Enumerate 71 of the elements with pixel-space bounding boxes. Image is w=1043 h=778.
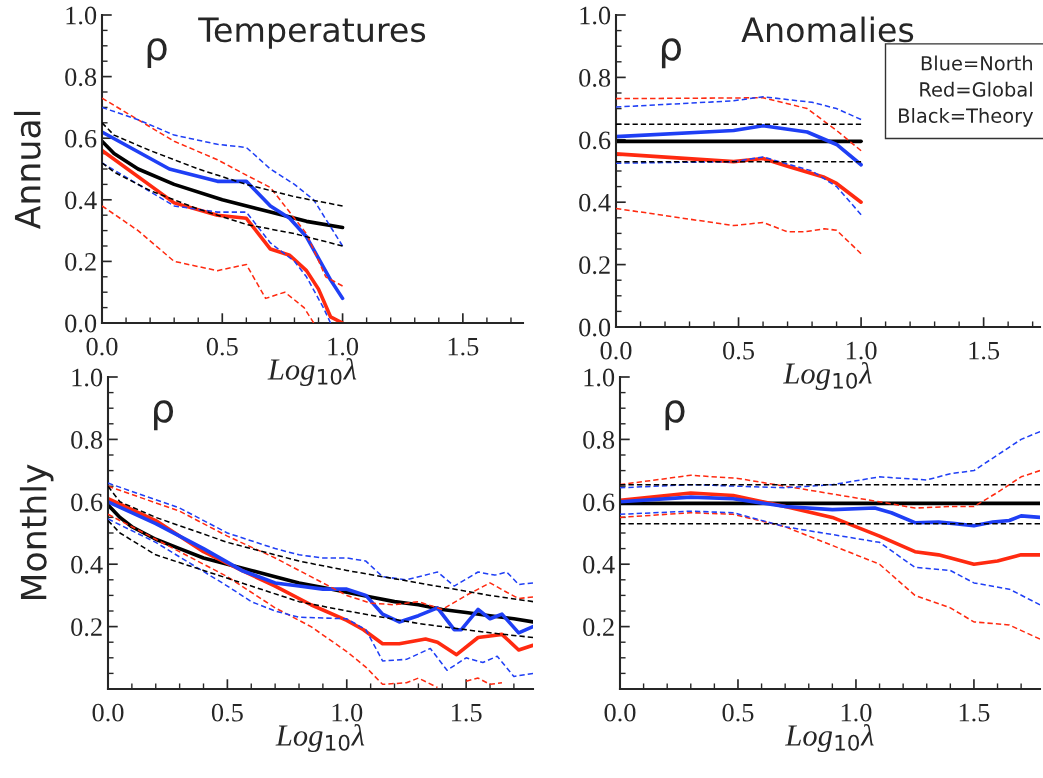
x-axis-title: Log$_{10}$λ bbox=[783, 362, 872, 391]
line-series bbox=[616, 96, 862, 152]
x-tick-label: 1.0 bbox=[841, 703, 872, 722]
x-tick-label: 0.5 bbox=[211, 703, 243, 722]
y-tick-label: 0.8 bbox=[579, 69, 611, 87]
line-series bbox=[616, 207, 862, 255]
y-tick-label: 0.8 bbox=[71, 431, 103, 449]
line-series bbox=[108, 482, 533, 587]
y-tick-label: 1.0 bbox=[584, 368, 615, 387]
x-tick-label: 1.0 bbox=[332, 703, 363, 722]
line-series bbox=[102, 205, 315, 323]
y-tick-label: 0.4 bbox=[579, 193, 611, 212]
annotation: ρ bbox=[147, 38, 167, 69]
line-series bbox=[620, 511, 1040, 640]
x-tick-label: 0.5 bbox=[722, 703, 754, 722]
line-series bbox=[102, 139, 345, 230]
line-series bbox=[616, 152, 863, 205]
x-axis-title: Log$_{10}$λ bbox=[275, 724, 365, 753]
y-tick-label: 0.8 bbox=[583, 431, 615, 449]
y-tick-label: 0.6 bbox=[65, 129, 97, 148]
y-tick-label: 1.0 bbox=[580, 6, 611, 25]
x-axis-title: Log$_{10}$λ bbox=[785, 724, 874, 753]
annotation: ρ bbox=[661, 38, 681, 69]
y-axis-title: Annual bbox=[13, 111, 41, 230]
annotation: Blue=North Red=Global Black=Theory bbox=[899, 55, 1034, 127]
y-tick-label: 0.6 bbox=[579, 131, 611, 150]
y-tick-label: 0.2 bbox=[71, 618, 102, 637]
line-series bbox=[616, 156, 862, 216]
x-tick-label: 1.5 bbox=[969, 341, 1000, 360]
x-tick-label: 0.0 bbox=[600, 341, 632, 360]
annotation: ρ bbox=[154, 400, 174, 431]
line-series bbox=[102, 97, 344, 287]
chart-title: Temperatures bbox=[198, 17, 426, 49]
line-series bbox=[616, 95, 862, 121]
line-series bbox=[616, 123, 863, 167]
x-tick-label: 0.0 bbox=[92, 703, 124, 722]
line-series bbox=[102, 162, 344, 247]
x-axis-title: Log$_{10}$λ bbox=[267, 358, 357, 387]
x-tick-label: 1.5 bbox=[451, 703, 482, 722]
x-tick-label: 0.0 bbox=[86, 337, 118, 356]
y-tick-label: 0.2 bbox=[583, 618, 614, 637]
chart-title: Anomalies bbox=[741, 16, 914, 43]
y-tick-label: 1.0 bbox=[66, 6, 97, 25]
line-series bbox=[620, 495, 1040, 528]
y-tick-label: 0.2 bbox=[579, 256, 610, 275]
line-series bbox=[620, 469, 1040, 509]
y-tick-label: 0.2 bbox=[65, 253, 96, 271]
y-tick-label: 0.4 bbox=[71, 555, 103, 574]
x-tick-label: 1.0 bbox=[846, 341, 877, 360]
x-tick-label: 1.5 bbox=[448, 337, 479, 356]
annotation: ρ bbox=[665, 400, 685, 431]
x-tick-label: 0.5 bbox=[723, 341, 755, 360]
y-tick-label: 0.4 bbox=[65, 191, 97, 210]
y-tick-label: 0.6 bbox=[71, 493, 103, 512]
x-tick-label: 1.0 bbox=[328, 337, 359, 356]
y-tick-label: 0.6 bbox=[583, 493, 615, 512]
line-series bbox=[102, 106, 344, 247]
line-series bbox=[108, 519, 533, 639]
y-tick-label: 0.0 bbox=[65, 314, 97, 333]
line-series bbox=[620, 510, 1040, 606]
line-series bbox=[102, 122, 344, 207]
x-tick-label: 1.5 bbox=[959, 703, 990, 722]
x-tick-label: 0.5 bbox=[206, 337, 238, 356]
line-series bbox=[620, 430, 1040, 489]
y-tick-label: 0.0 bbox=[579, 318, 611, 337]
line-series bbox=[102, 130, 345, 301]
y-tick-label: 0.4 bbox=[583, 555, 615, 574]
y-axis-title: Monthly bbox=[19, 464, 54, 600]
y-tick-label: 1.0 bbox=[72, 368, 103, 387]
y-tick-label: 0.8 bbox=[65, 68, 97, 87]
x-tick-label: 0.0 bbox=[604, 703, 636, 722]
